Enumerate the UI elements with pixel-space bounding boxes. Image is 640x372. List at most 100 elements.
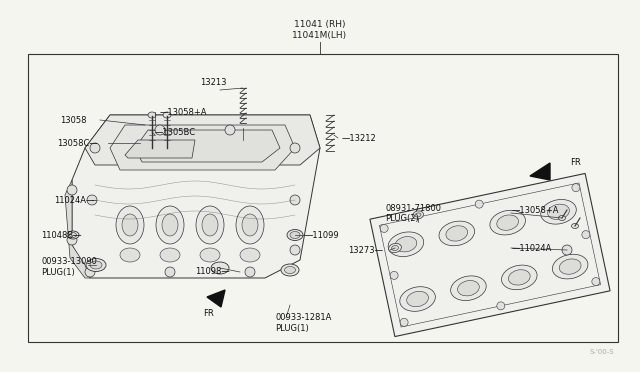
Ellipse shape	[392, 246, 399, 251]
Circle shape	[90, 143, 100, 153]
Ellipse shape	[548, 204, 570, 219]
Ellipse shape	[451, 276, 486, 301]
Circle shape	[572, 184, 580, 192]
Text: S-'00-S: S-'00-S	[590, 349, 614, 355]
Ellipse shape	[572, 224, 579, 228]
Ellipse shape	[552, 254, 588, 279]
Ellipse shape	[281, 264, 299, 276]
Ellipse shape	[116, 206, 144, 244]
Ellipse shape	[395, 237, 417, 252]
Ellipse shape	[163, 112, 171, 118]
Circle shape	[582, 231, 590, 238]
Ellipse shape	[202, 214, 218, 236]
Ellipse shape	[413, 211, 424, 219]
Text: FR: FR	[570, 157, 580, 167]
Polygon shape	[110, 125, 295, 170]
Ellipse shape	[211, 262, 229, 274]
Ellipse shape	[502, 265, 537, 290]
Ellipse shape	[400, 287, 435, 311]
Text: 00933-13090: 00933-13090	[41, 257, 97, 266]
Circle shape	[290, 195, 300, 205]
Circle shape	[497, 302, 505, 310]
Polygon shape	[65, 180, 90, 278]
Ellipse shape	[439, 221, 475, 246]
Polygon shape	[72, 115, 320, 278]
Ellipse shape	[287, 230, 303, 241]
Ellipse shape	[86, 259, 106, 272]
Text: —1305BC: —1305BC	[155, 128, 196, 137]
Text: 00933-1281A: 00933-1281A	[275, 314, 332, 323]
Ellipse shape	[388, 243, 401, 253]
Ellipse shape	[196, 206, 224, 244]
Circle shape	[165, 267, 175, 277]
Circle shape	[85, 267, 95, 277]
Ellipse shape	[490, 210, 525, 235]
Ellipse shape	[160, 248, 180, 262]
Text: 13058C—: 13058C—	[57, 138, 98, 148]
Ellipse shape	[388, 232, 424, 257]
Circle shape	[400, 318, 408, 326]
Ellipse shape	[242, 214, 258, 236]
Circle shape	[290, 245, 300, 255]
Text: 13213: 13213	[200, 77, 227, 87]
Text: 11098—: 11098—	[195, 267, 230, 276]
Ellipse shape	[162, 214, 178, 236]
Circle shape	[475, 200, 483, 208]
Ellipse shape	[508, 270, 530, 285]
Ellipse shape	[458, 280, 479, 296]
Text: 08931-71800: 08931-71800	[385, 203, 441, 212]
Polygon shape	[207, 290, 225, 307]
Bar	[28, 54, 618, 342]
Text: FR: FR	[203, 308, 214, 317]
Ellipse shape	[415, 213, 421, 217]
Ellipse shape	[559, 215, 566, 221]
Text: —11099: —11099	[305, 231, 340, 240]
Ellipse shape	[120, 248, 140, 262]
Circle shape	[592, 278, 600, 286]
Text: 11041M(LH): 11041M(LH)	[292, 31, 348, 40]
Ellipse shape	[148, 112, 156, 118]
Circle shape	[245, 267, 255, 277]
Text: 11024A—: 11024A—	[54, 196, 94, 205]
Ellipse shape	[70, 232, 77, 237]
Circle shape	[87, 195, 97, 205]
Circle shape	[225, 125, 235, 135]
Text: —11024A: —11024A	[512, 244, 552, 253]
Ellipse shape	[200, 248, 220, 262]
Polygon shape	[135, 130, 280, 162]
Text: PLUG(1): PLUG(1)	[41, 267, 75, 276]
Circle shape	[380, 224, 388, 232]
Circle shape	[562, 245, 572, 255]
Circle shape	[155, 125, 165, 135]
Ellipse shape	[541, 199, 576, 224]
Ellipse shape	[406, 291, 428, 307]
Ellipse shape	[559, 259, 581, 274]
Ellipse shape	[156, 206, 184, 244]
Text: —13058+A: —13058+A	[512, 205, 559, 215]
Text: —13212: —13212	[342, 134, 377, 142]
Polygon shape	[125, 140, 195, 158]
Polygon shape	[85, 115, 320, 165]
Text: 13273—: 13273—	[348, 246, 383, 254]
Ellipse shape	[285, 266, 296, 273]
Ellipse shape	[446, 226, 468, 241]
Text: 13058: 13058	[60, 115, 86, 125]
Text: 11048B—: 11048B—	[41, 231, 82, 240]
Ellipse shape	[240, 248, 260, 262]
Ellipse shape	[236, 206, 264, 244]
Text: PLUG(1): PLUG(1)	[275, 324, 308, 333]
Ellipse shape	[67, 231, 79, 239]
Text: 11041 (RH): 11041 (RH)	[294, 20, 346, 29]
Ellipse shape	[122, 214, 138, 236]
Circle shape	[67, 235, 77, 245]
Ellipse shape	[90, 261, 102, 269]
Text: PLUG(2): PLUG(2)	[385, 214, 419, 222]
Circle shape	[290, 143, 300, 153]
Text: —13058+A: —13058+A	[160, 108, 207, 116]
Circle shape	[390, 272, 398, 279]
Ellipse shape	[497, 215, 518, 230]
Circle shape	[67, 185, 77, 195]
Polygon shape	[530, 163, 550, 180]
Ellipse shape	[290, 231, 300, 238]
Polygon shape	[370, 173, 610, 337]
